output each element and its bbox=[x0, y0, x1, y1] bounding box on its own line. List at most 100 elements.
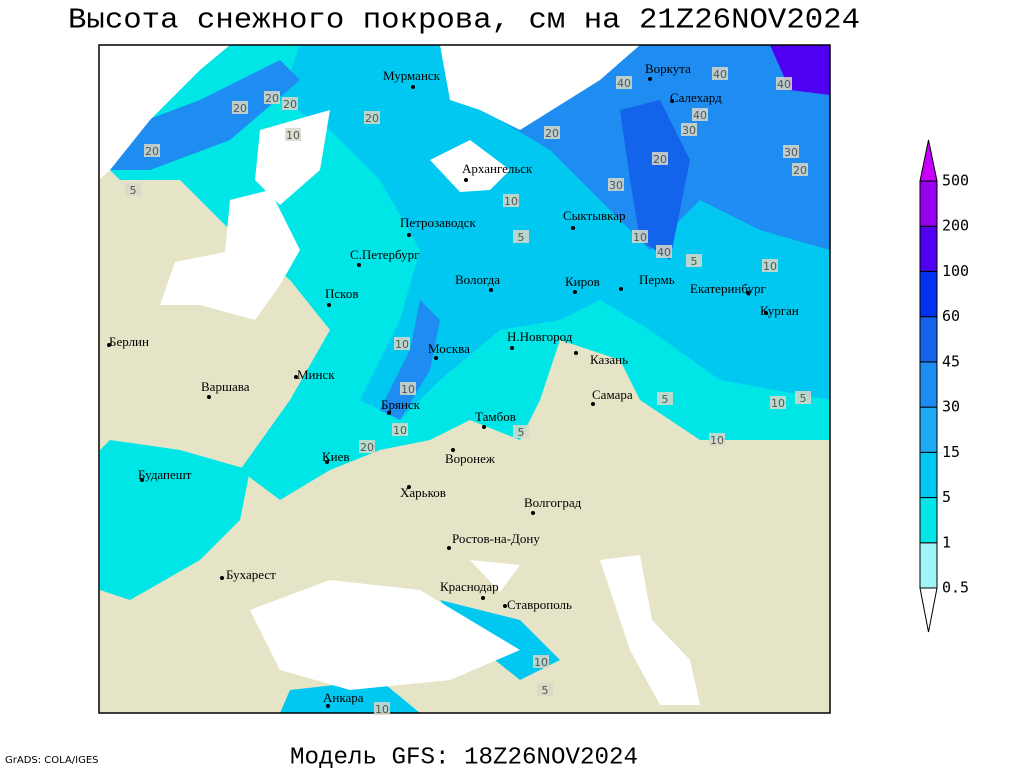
contour-label: 20 bbox=[365, 112, 379, 125]
contour-label-box bbox=[712, 67, 728, 80]
city-label: Киров bbox=[565, 274, 600, 289]
contour-label: 5 bbox=[542, 684, 549, 697]
city-dot bbox=[140, 478, 144, 482]
contour-label: 5 bbox=[518, 231, 525, 244]
contour-label-box bbox=[656, 245, 672, 258]
contour-label: 20 bbox=[145, 145, 159, 158]
city-label: Минск bbox=[297, 367, 335, 382]
contour-label-box bbox=[232, 101, 248, 114]
contour-labels: 40 40 40 20 20 20 10 20 5 20 20 30 30 20 40 30 20 10 40 5 10… bbox=[125, 67, 811, 716]
city-label: Краснодар bbox=[440, 579, 499, 594]
contour-label: 5 bbox=[130, 184, 137, 197]
city-label: Пермь bbox=[639, 272, 675, 287]
colorbar-level: 15 bbox=[942, 443, 960, 461]
colorbar-band bbox=[919, 451, 938, 499]
contour-label-box bbox=[394, 337, 410, 350]
city-dot bbox=[407, 233, 411, 237]
contour-label-box bbox=[632, 230, 648, 243]
colorbar-level: 500 bbox=[942, 172, 969, 190]
contour-label: 20 bbox=[545, 127, 559, 140]
contour-label-box bbox=[144, 144, 160, 157]
contour-label: 20 bbox=[283, 98, 297, 111]
credit: GrADS: COLA/IGES bbox=[5, 755, 99, 766]
city-dot bbox=[764, 311, 768, 315]
contour-label: 10 bbox=[710, 434, 724, 447]
contour-label-box bbox=[359, 440, 375, 453]
contour-label: 40 bbox=[713, 68, 727, 81]
city-dot bbox=[481, 596, 485, 600]
city-label: Брянск bbox=[381, 397, 421, 412]
contour-label-box bbox=[392, 423, 408, 436]
contour-label: 10 bbox=[401, 383, 415, 396]
contour-label-box bbox=[400, 382, 416, 395]
contour-label: 5 bbox=[691, 255, 698, 268]
colorbar-level: 60 bbox=[942, 307, 960, 325]
colorbar-high bbox=[919, 139, 938, 182]
city-dot bbox=[482, 425, 486, 429]
contour-label-box bbox=[503, 194, 519, 207]
colorbar-band bbox=[919, 316, 938, 363]
city-label: Ставрополь bbox=[507, 597, 572, 612]
contour-label: 30 bbox=[784, 146, 798, 159]
city-dot bbox=[294, 375, 298, 379]
contour-label-box bbox=[792, 163, 808, 176]
city-label: Волгоград bbox=[524, 495, 582, 510]
colorbar-level: 200 bbox=[942, 217, 969, 235]
contour-label-box bbox=[125, 183, 141, 196]
city-dot bbox=[648, 77, 652, 81]
contour-label: 20 bbox=[360, 441, 374, 454]
city-label: Петрозаводск bbox=[400, 215, 476, 230]
contour-label-box bbox=[264, 91, 280, 104]
colorbar-band bbox=[919, 361, 938, 408]
city-dot bbox=[574, 351, 578, 355]
city-label: Псков bbox=[325, 286, 358, 301]
contour-label: 20 bbox=[265, 92, 279, 105]
city-dot bbox=[670, 99, 674, 103]
city-label: Казань bbox=[590, 352, 628, 367]
city-dot bbox=[447, 546, 451, 550]
contour-label-box bbox=[770, 396, 786, 409]
city-label: Харьков bbox=[400, 485, 446, 500]
colorbar-band bbox=[919, 270, 938, 318]
contour-label-box bbox=[533, 655, 549, 668]
city-dot bbox=[464, 178, 468, 182]
city-dot bbox=[207, 395, 211, 399]
city-label: Самара bbox=[592, 387, 633, 402]
colorbar-level: 1 bbox=[942, 533, 951, 551]
contour-label: 20 bbox=[653, 153, 667, 166]
contour-label: 40 bbox=[693, 109, 707, 122]
city-dot bbox=[220, 576, 224, 580]
city-label: С.Петербург bbox=[350, 247, 419, 262]
contour-label-box bbox=[364, 111, 380, 124]
contour-label: 40 bbox=[777, 78, 791, 91]
city-label: Курган bbox=[760, 303, 799, 318]
contour-label-box bbox=[513, 230, 529, 243]
contour-label: 10 bbox=[393, 424, 407, 437]
colorbar-level: 0.5 bbox=[942, 579, 969, 597]
contour-label-box bbox=[537, 683, 553, 696]
contour-label: 5 bbox=[518, 426, 525, 439]
contour-label: 30 bbox=[609, 179, 623, 192]
contour-label: 5 bbox=[800, 392, 807, 405]
contour-label: 10 bbox=[763, 260, 777, 273]
colorbar-low bbox=[919, 587, 938, 633]
colorbar-band bbox=[919, 497, 938, 544]
contour-label: 10 bbox=[534, 656, 548, 669]
contour-label-box bbox=[681, 123, 697, 136]
city-dot bbox=[326, 704, 330, 708]
city-label: Киев bbox=[322, 449, 350, 464]
city-dot bbox=[510, 346, 514, 350]
contour-label: 20 bbox=[233, 102, 247, 115]
contour-label: 30 bbox=[682, 124, 696, 137]
city-label: Анкара bbox=[323, 690, 364, 705]
city-dot bbox=[411, 85, 415, 89]
contour-label-box bbox=[657, 392, 673, 405]
contour-label-box bbox=[795, 391, 811, 404]
city-label: Берлин bbox=[109, 334, 149, 349]
city-label: Архангельск bbox=[462, 161, 533, 176]
contour-label-box bbox=[285, 128, 301, 141]
city-dot bbox=[591, 402, 595, 406]
city-label: Екатеринбург bbox=[690, 281, 766, 296]
